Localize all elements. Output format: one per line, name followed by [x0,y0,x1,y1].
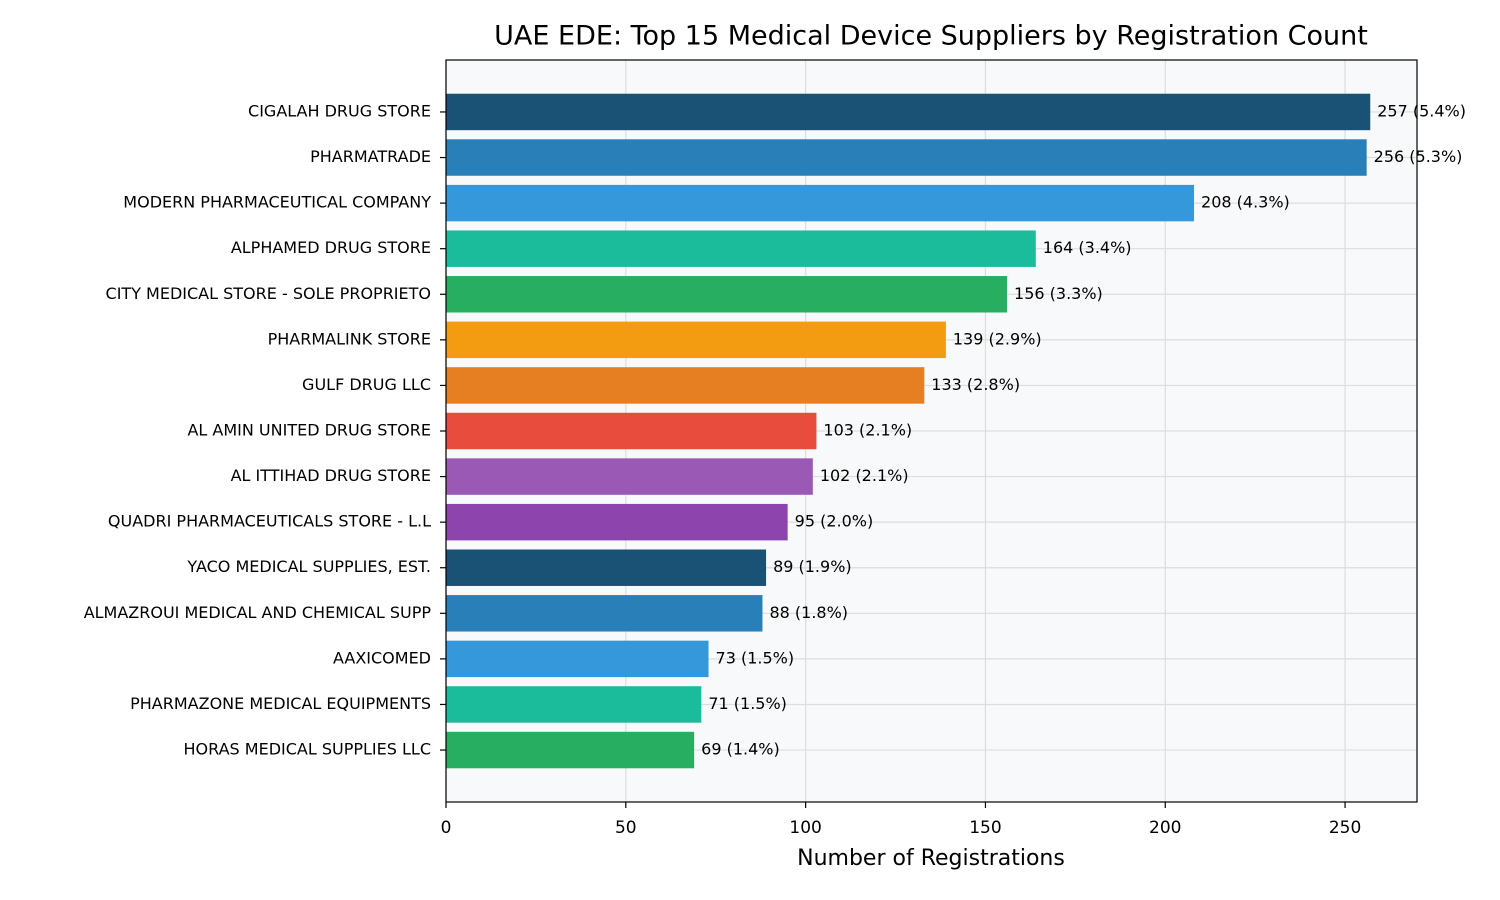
bar [446,503,788,541]
y-tick-label: GULF DRUG LLC [302,375,431,394]
chart-title: UAE EDE: Top 15 Medical Device Suppliers… [494,21,1368,52]
y-tick-label: PHARMATRADE [310,147,431,166]
x-tick-label: 0 [441,818,452,838]
bar [446,640,709,678]
bar [446,276,1008,313]
value-label: 256 (5.3%) [1374,147,1463,166]
bar [446,93,1371,131]
bar [446,184,1195,222]
bar [446,549,767,586]
bar [446,230,1036,267]
value-label: 73 (1.5%) [716,648,795,667]
y-tick-label: ALMAZROUI MEDICAL AND CHEMICAL SUPP [84,603,432,622]
value-label: 208 (4.3%) [1201,193,1290,212]
value-label: 71 (1.5%) [708,694,787,713]
bar [446,595,763,632]
bar [446,458,813,495]
y-tick-label: MODERN PHARMACEUTICAL COMPANY [123,193,431,212]
y-tick-label: AAXICOMED [333,648,431,667]
y-tick-label: YACO MEDICAL SUPPLIES, EST. [186,557,431,576]
value-label: 103 (2.1%) [823,421,912,440]
value-label: 257 (5.4%) [1377,101,1466,120]
bars: 257 (5.4%) 256 (5.3%) 208 (4.3%) 164 (3.4%)… [446,93,1466,769]
bar [446,139,1367,176]
y-tick-label: AL AMIN UNITED DRUG STORE [187,421,431,440]
value-label: 69 (1.4%) [701,740,780,759]
x-tick-label: 150 [969,818,1001,838]
value-label: 89 (1.9%) [773,557,852,576]
value-label: 156 (3.3%) [1014,284,1103,303]
x-tick-label: 50 [615,818,637,838]
x-tick-label: 250 [1329,818,1361,838]
value-label: 102 (2.1%) [820,466,909,485]
axes: 0 50 100 150 200 250 CIGALAH DRUG STORE PHARMAT… [84,101,1362,838]
y-tick-label: QUADRI PHARMACEUTICALS STORE - L.L [108,512,431,531]
x-tick-label: 100 [789,818,821,838]
x-tick-label: 200 [1149,818,1181,838]
y-tick-label: HORAS MEDICAL SUPPLIES LLC [184,740,432,759]
bar [446,412,817,450]
y-tick-label: AL ITTIHAD DRUG STORE [231,466,431,485]
y-tick-label: CIGALAH DRUG STORE [248,101,431,120]
x-axis-label: Number of Registrations [797,846,1065,871]
value-label: 139 (2.9%) [953,329,1042,348]
bar [446,686,702,723]
value-label: 164 (3.4%) [1043,238,1132,257]
bar [446,731,695,769]
y-tick-label: ALPHAMED DRUG STORE [231,238,431,257]
y-tick-label: PHARMAZONE MEDICAL EQUIPMENTS [130,694,431,713]
value-label: 95 (2.0%) [795,512,874,531]
value-label: 88 (1.8%) [769,603,848,622]
y-tick-label: PHARMALINK STORE [268,329,431,348]
bar [446,321,946,359]
value-label: 133 (2.8%) [931,375,1020,394]
bar [446,367,925,404]
y-tick-label: CITY MEDICAL STORE - SOLE PROPRIETO [106,284,431,303]
